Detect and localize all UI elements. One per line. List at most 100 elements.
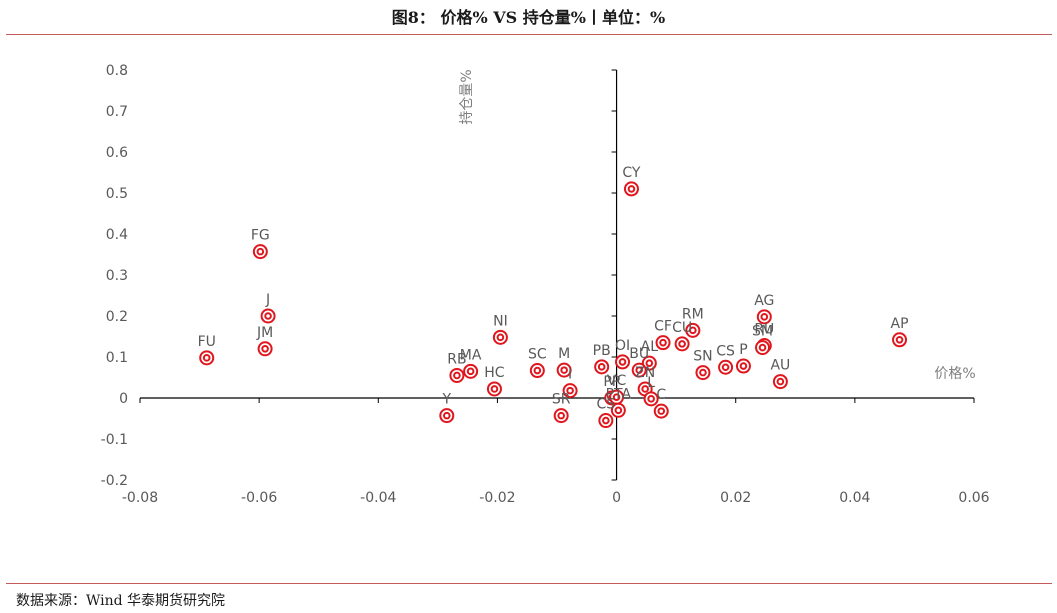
top-divider bbox=[6, 34, 1052, 35]
data-point bbox=[598, 413, 614, 429]
data-point-label: RU bbox=[754, 322, 774, 338]
data-point-label: M bbox=[558, 346, 570, 362]
data-point bbox=[463, 363, 479, 379]
x-tick-label: 0 bbox=[612, 490, 621, 506]
data-point bbox=[252, 244, 268, 260]
y-tick-label: 0.1 bbox=[106, 350, 128, 366]
data-point-inner bbox=[466, 367, 475, 376]
x-tick-label: 0.02 bbox=[720, 490, 751, 506]
data-point bbox=[695, 365, 711, 381]
data-point-inner bbox=[776, 377, 785, 386]
data-point bbox=[655, 335, 671, 351]
data-point-inner bbox=[689, 326, 697, 335]
data-point-label: PTA bbox=[606, 386, 632, 402]
data-point-inner bbox=[635, 366, 644, 374]
x-axis-label: 价格% bbox=[934, 366, 975, 382]
data-point bbox=[492, 329, 508, 345]
data-point-label: FU bbox=[198, 334, 216, 350]
data-point-label: AL bbox=[641, 339, 659, 355]
y-tick-label: 0 bbox=[119, 391, 128, 407]
y-tick-label: 0.4 bbox=[106, 227, 128, 243]
x-tick-label: -0.06 bbox=[241, 490, 277, 506]
data-point-inner bbox=[453, 371, 461, 380]
x-tick-label: -0.08 bbox=[122, 490, 158, 506]
data-point-label: MA bbox=[460, 347, 482, 363]
data-point bbox=[756, 309, 772, 325]
data-point bbox=[260, 308, 276, 324]
data-points bbox=[199, 181, 908, 429]
data-point-label: CU bbox=[672, 320, 692, 336]
data-point-label: CS bbox=[716, 343, 735, 359]
data-point-inner bbox=[645, 359, 654, 367]
y-tick-label: 0.6 bbox=[106, 145, 128, 161]
y-tick-label: 0.5 bbox=[106, 186, 128, 202]
data-point bbox=[553, 408, 569, 424]
data-point-label: OI bbox=[615, 338, 630, 354]
data-point bbox=[529, 363, 545, 379]
data-point-inner bbox=[490, 385, 499, 393]
data-point bbox=[610, 402, 626, 418]
data-point-inner bbox=[758, 343, 767, 352]
y-tick-label: 0.7 bbox=[106, 104, 128, 120]
data-point-label: J bbox=[265, 292, 270, 308]
data-point-label: NI bbox=[493, 313, 508, 329]
data-point-inner bbox=[264, 312, 272, 320]
data-point-inner bbox=[760, 313, 769, 321]
data-point-label: CS bbox=[597, 397, 616, 413]
data-point bbox=[685, 322, 701, 338]
data-point-label: AU bbox=[770, 358, 790, 374]
data-point-label: VC bbox=[607, 373, 627, 389]
y-axis-label: 持仓量% bbox=[459, 69, 475, 124]
y-tick-label: 0.8 bbox=[106, 63, 128, 79]
data-point-inner bbox=[256, 247, 265, 256]
y-tick-label: -0.1 bbox=[101, 432, 128, 448]
x-tick-label: 0.04 bbox=[839, 490, 870, 506]
data-point-inner bbox=[560, 366, 568, 374]
data-point bbox=[486, 381, 502, 397]
x-tick-label: -0.04 bbox=[360, 490, 396, 506]
data-point-label: HC bbox=[484, 365, 505, 381]
data-point-label: SN bbox=[693, 349, 712, 365]
y-tick-label: -0.2 bbox=[101, 473, 128, 489]
data-point bbox=[594, 359, 610, 375]
data-point-label: Y bbox=[442, 392, 452, 408]
data-point-label: AG bbox=[754, 293, 774, 309]
data-point-label: AP bbox=[891, 316, 909, 332]
data-point-label: CY bbox=[622, 165, 641, 181]
figure-title: 图8： 价格% VS 持仓量%丨单位：% bbox=[391, 8, 666, 27]
data-point-label: C bbox=[656, 387, 666, 403]
data-point-label: P bbox=[739, 342, 747, 358]
data-point-inner bbox=[442, 411, 451, 420]
data-point bbox=[623, 181, 639, 197]
data-point-label: CF bbox=[654, 319, 672, 335]
data-point-inner bbox=[614, 406, 623, 415]
data-point-inner bbox=[699, 368, 707, 377]
data-point-inner bbox=[618, 358, 627, 366]
data-point-label: SM bbox=[752, 324, 773, 340]
data-point bbox=[641, 355, 657, 371]
y-tick-label: 0.2 bbox=[106, 309, 128, 325]
data-point bbox=[755, 340, 771, 356]
y-tick-labels: -0.2 -0.1 0 0.1 0.2 0.3 0.4 0.5 0.6 0.7 0.8 bbox=[101, 63, 128, 489]
data-point-inner bbox=[597, 363, 606, 371]
x-tick-label: 0.06 bbox=[958, 490, 989, 506]
data-point bbox=[718, 359, 734, 375]
data-point bbox=[643, 391, 659, 407]
data-point-inner bbox=[647, 395, 655, 403]
source-note: 数据来源：Wind 华泰期货研究院 bbox=[16, 593, 226, 609]
data-point-inner bbox=[557, 411, 565, 420]
data-point bbox=[449, 367, 465, 383]
data-point-label: SC bbox=[528, 347, 547, 363]
data-point-inner bbox=[496, 333, 505, 342]
data-point-inner bbox=[739, 362, 748, 370]
data-point-label: RB bbox=[447, 351, 466, 367]
x-tick-labels: -0.08 -0.06 -0.04 -0.02 0 0.02 0.04 0.06 bbox=[122, 490, 990, 506]
data-point-inner bbox=[895, 335, 904, 344]
data-point bbox=[892, 332, 908, 348]
data-point bbox=[735, 358, 751, 374]
data-point-label: PP bbox=[603, 374, 620, 390]
data-point-inner bbox=[657, 407, 666, 415]
data-point-inner bbox=[612, 393, 621, 401]
